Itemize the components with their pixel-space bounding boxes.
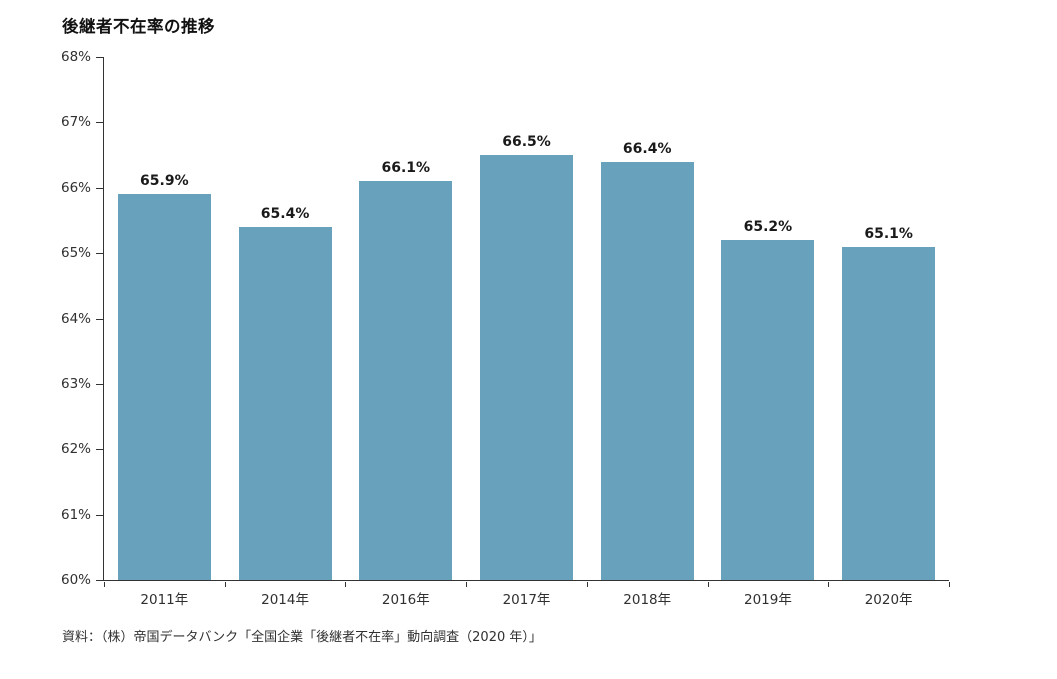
bar-2019年	[721, 240, 815, 580]
y-axis-tick	[96, 57, 103, 58]
x-axis-tick	[707, 582, 709, 587]
y-axis-tick-label: 68%	[60, 49, 91, 65]
x-axis-category-label: 2018年	[623, 592, 672, 608]
source-note: 資料：（株）帝国データバンク「全国企業「後継者不在率」動向調査（2020 年）」	[62, 630, 542, 645]
y-axis-tick-label: 62%	[60, 441, 91, 458]
x-axis-category-label: 2016年	[381, 592, 430, 608]
bar-2017年	[480, 155, 573, 580]
bar-value-label: 65.1%	[864, 225, 913, 242]
x-axis-tick	[828, 582, 830, 587]
y-axis-tick	[96, 187, 103, 189]
x-axis-category-label: 2019年	[743, 592, 792, 608]
x-axis-tick	[586, 582, 588, 587]
bar-value-label: 65.4%	[260, 205, 310, 222]
x-axis-tick	[224, 582, 226, 587]
y-axis-tick-label: 60%	[60, 572, 91, 588]
y-axis-tick	[96, 253, 103, 255]
x-axis-category-label: 2017年	[502, 592, 551, 608]
y-axis-tick	[96, 318, 103, 320]
x-axis-tick	[949, 582, 950, 587]
bar-value-label: 65.2%	[743, 219, 793, 236]
plot-area: 68% 67% 66% 65% 64% 63% 62% 61% 60% 65.9% 2011年 65.…	[61, 49, 950, 608]
chart-title: 後継者不在率の推移	[62, 17, 215, 36]
bar-2018年	[600, 161, 694, 580]
y-axis-tick	[96, 122, 103, 124]
bar-2016年	[359, 181, 453, 580]
x-axis-category-label: 2014年	[261, 592, 309, 608]
x-axis-tick	[466, 582, 468, 587]
bar-value-label: 66.1%	[381, 160, 431, 177]
bar-value-label: 66.4%	[622, 140, 672, 157]
y-axis-tick	[96, 580, 103, 581]
x-axis-tick	[345, 582, 347, 587]
bar-2014年	[238, 226, 332, 580]
y-axis-tick-label: 61%	[60, 506, 91, 523]
y-axis-tick-label: 65%	[60, 245, 91, 262]
bar-value-label: 66.5%	[502, 134, 551, 151]
x-axis-category-label: 2011年	[140, 592, 189, 608]
y-axis-tick	[96, 514, 103, 516]
bar-value-label: 65.9%	[140, 173, 189, 190]
y-axis-tick-label: 64%	[60, 310, 91, 327]
bar-2020年	[842, 246, 936, 580]
bar-2011年	[117, 194, 211, 580]
x-axis-tick	[104, 582, 105, 587]
y-axis-tick	[96, 383, 103, 385]
y-axis-tick-label: 67%	[60, 114, 91, 131]
y-axis-tick	[96, 449, 103, 451]
y-axis-tick-label: 66%	[60, 179, 91, 196]
x-axis-category-label: 2020年	[864, 592, 913, 608]
y-axis-tick-label: 63%	[60, 375, 91, 392]
